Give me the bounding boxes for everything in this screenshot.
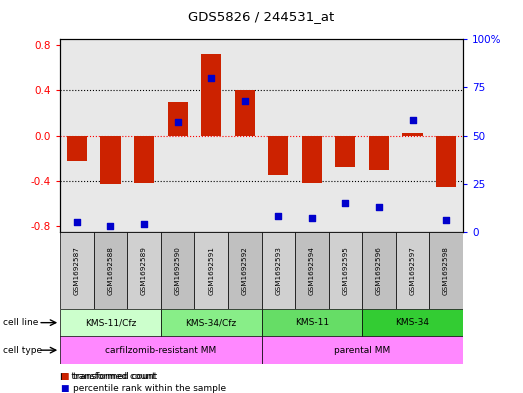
FancyBboxPatch shape bbox=[161, 309, 262, 337]
FancyBboxPatch shape bbox=[262, 336, 463, 364]
FancyBboxPatch shape bbox=[60, 232, 94, 309]
FancyBboxPatch shape bbox=[94, 232, 127, 309]
FancyBboxPatch shape bbox=[328, 232, 362, 309]
Bar bbox=[268, 136, 288, 175]
Text: ■: ■ bbox=[60, 384, 69, 393]
Text: GSM1692588: GSM1692588 bbox=[108, 246, 113, 295]
Text: GSM1692589: GSM1692589 bbox=[141, 246, 147, 295]
FancyBboxPatch shape bbox=[362, 309, 463, 337]
Bar bbox=[134, 136, 154, 183]
Point bbox=[442, 217, 450, 224]
FancyBboxPatch shape bbox=[396, 232, 429, 309]
Text: GSM1692593: GSM1692593 bbox=[275, 246, 281, 295]
FancyBboxPatch shape bbox=[161, 232, 195, 309]
FancyBboxPatch shape bbox=[228, 232, 262, 309]
Text: parental MM: parental MM bbox=[334, 346, 390, 354]
Bar bbox=[302, 136, 322, 183]
Point bbox=[408, 117, 417, 123]
Point bbox=[207, 75, 215, 81]
FancyBboxPatch shape bbox=[262, 309, 362, 337]
FancyBboxPatch shape bbox=[60, 336, 262, 364]
Text: GSM1692590: GSM1692590 bbox=[175, 246, 180, 295]
Bar bbox=[167, 102, 188, 136]
Bar bbox=[201, 54, 221, 136]
FancyBboxPatch shape bbox=[295, 232, 328, 309]
Text: GSM1692597: GSM1692597 bbox=[410, 246, 415, 295]
Text: carfilzomib-resistant MM: carfilzomib-resistant MM bbox=[105, 346, 217, 354]
Text: KMS-11/Cfz: KMS-11/Cfz bbox=[85, 318, 136, 327]
Bar bbox=[235, 90, 255, 136]
Point bbox=[106, 223, 115, 229]
FancyBboxPatch shape bbox=[362, 232, 396, 309]
FancyBboxPatch shape bbox=[60, 309, 161, 337]
Text: percentile rank within the sample: percentile rank within the sample bbox=[73, 384, 226, 393]
Text: ■: ■ bbox=[60, 372, 69, 381]
Text: GSM1692592: GSM1692592 bbox=[242, 246, 248, 295]
Point bbox=[241, 98, 249, 104]
Text: KMS-34: KMS-34 bbox=[395, 318, 429, 327]
Point bbox=[174, 119, 182, 125]
FancyBboxPatch shape bbox=[262, 232, 295, 309]
Text: GSM1692598: GSM1692598 bbox=[443, 246, 449, 295]
Text: GSM1692591: GSM1692591 bbox=[208, 246, 214, 295]
Text: transformed count: transformed count bbox=[73, 372, 157, 381]
Point bbox=[73, 219, 81, 225]
Text: cell line: cell line bbox=[3, 318, 38, 327]
Point bbox=[308, 215, 316, 222]
Point bbox=[274, 213, 282, 220]
Text: GSM1692587: GSM1692587 bbox=[74, 246, 80, 295]
Bar bbox=[436, 136, 456, 187]
Bar bbox=[369, 136, 389, 169]
Bar bbox=[100, 136, 120, 184]
Text: ■ transformed count: ■ transformed count bbox=[60, 372, 156, 381]
Text: GSM1692595: GSM1692595 bbox=[343, 246, 348, 295]
FancyBboxPatch shape bbox=[429, 232, 463, 309]
Bar bbox=[335, 136, 356, 167]
FancyBboxPatch shape bbox=[127, 232, 161, 309]
Point bbox=[375, 204, 383, 210]
Text: GDS5826 / 244531_at: GDS5826 / 244531_at bbox=[188, 10, 335, 23]
Text: KMS-34/Cfz: KMS-34/Cfz bbox=[186, 318, 237, 327]
Text: cell type: cell type bbox=[3, 346, 42, 354]
Text: GSM1692594: GSM1692594 bbox=[309, 246, 315, 295]
Point bbox=[140, 221, 148, 227]
Text: KMS-11: KMS-11 bbox=[295, 318, 329, 327]
Text: GSM1692596: GSM1692596 bbox=[376, 246, 382, 295]
Bar bbox=[403, 133, 423, 136]
Point bbox=[341, 200, 349, 206]
Bar bbox=[67, 136, 87, 160]
FancyBboxPatch shape bbox=[195, 232, 228, 309]
